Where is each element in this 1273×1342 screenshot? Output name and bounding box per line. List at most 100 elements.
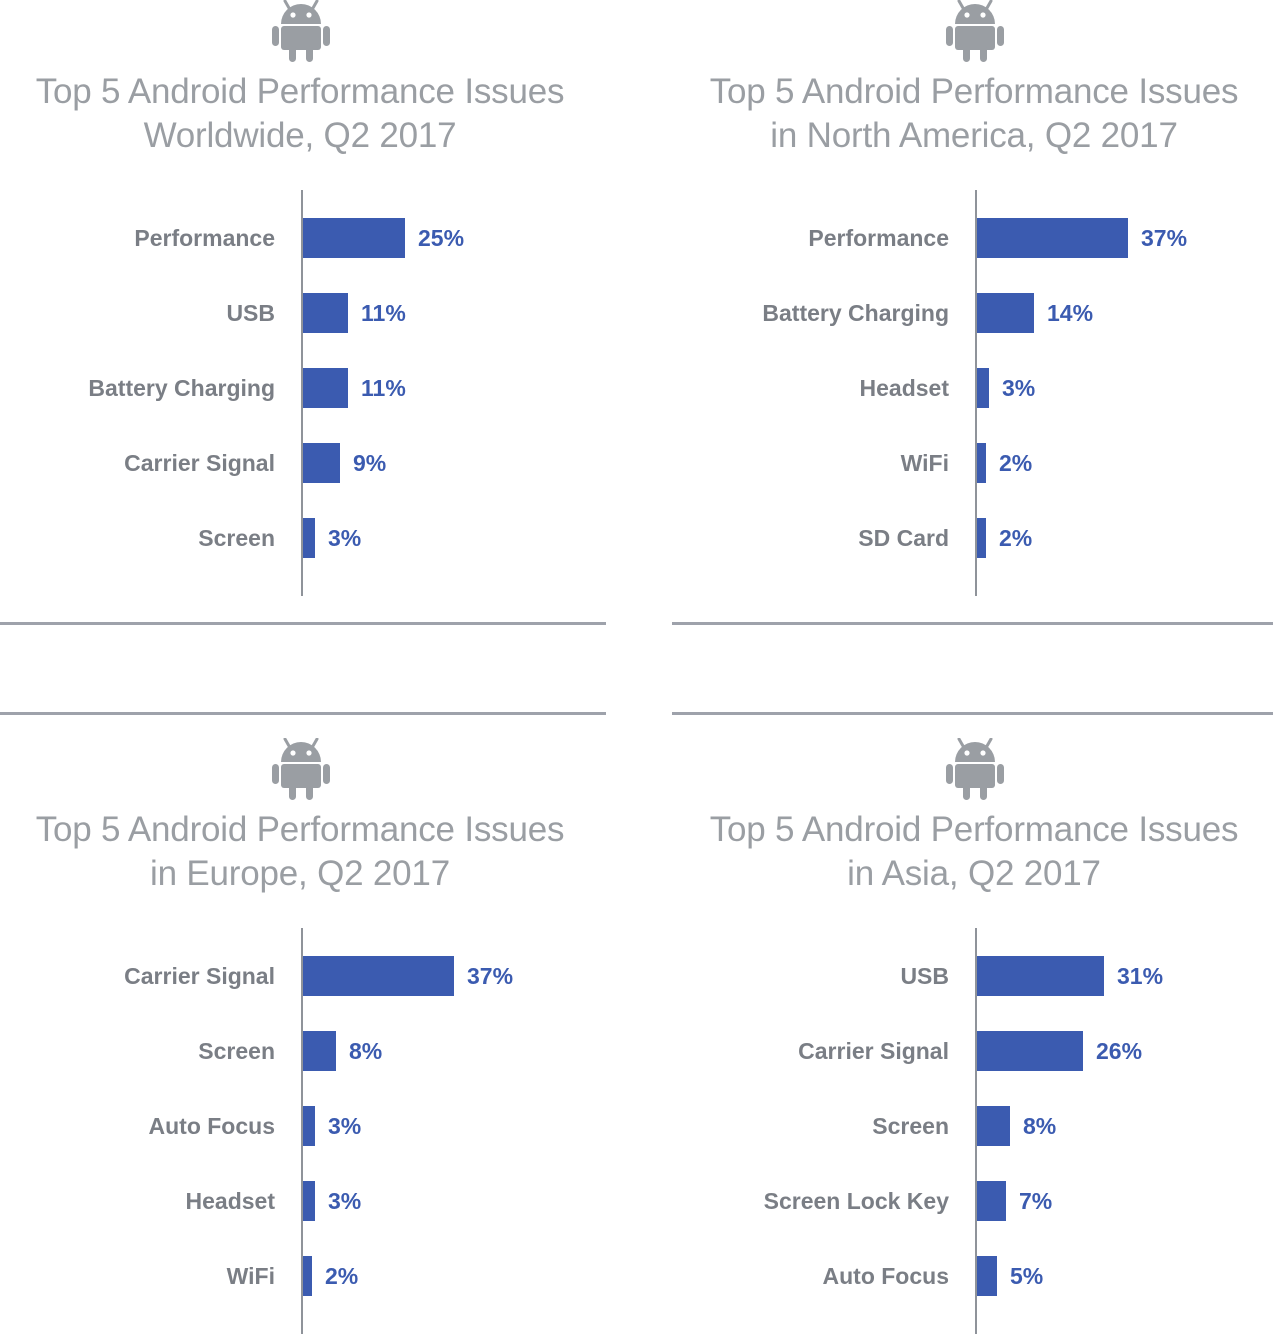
- chart-title: Top 5 Android Performance Issues in North…: [674, 70, 1273, 158]
- bar: [303, 218, 405, 258]
- y-axis-line: [975, 190, 977, 596]
- category-label: WiFi: [226, 1263, 275, 1289]
- category-label: Carrier Signal: [124, 450, 275, 476]
- bar-row: Performance 37%: [674, 218, 1273, 258]
- bar: [977, 368, 989, 408]
- divider-bottom-left: [0, 712, 606, 715]
- bar-row: Battery Charging 14%: [674, 293, 1273, 333]
- category-label: Auto Focus: [148, 1113, 276, 1139]
- chart-title-line: Top 5 Android Performance Issues: [35, 810, 565, 849]
- value-label: 8%: [1023, 1113, 1057, 1139]
- category-label: USB: [900, 963, 949, 989]
- y-axis-line: [301, 928, 303, 1334]
- divider-bottom-right: [672, 712, 1273, 715]
- bar: [977, 218, 1128, 258]
- bar: [977, 1256, 997, 1296]
- value-label: 37%: [1141, 225, 1188, 251]
- value-label: 8%: [349, 1038, 383, 1064]
- bar: [977, 956, 1104, 996]
- value-label: 14%: [1047, 300, 1094, 326]
- bar-row: SD Card 2%: [674, 518, 1273, 558]
- bar-row: Auto Focus 5%: [674, 1256, 1273, 1296]
- value-label: 7%: [1019, 1188, 1053, 1214]
- chart-title-line: Top 5 Android Performance Issues: [35, 72, 565, 111]
- chart-title-line: Worldwide, Q2 2017: [143, 116, 457, 155]
- bar-row: Carrier Signal 26%: [674, 1031, 1273, 1071]
- category-label: Screen: [872, 1113, 949, 1139]
- bar-plot: USB 31% Carrier Signal 26% Screen 8% Screen Lo…: [674, 928, 1273, 1334]
- category-label: USB: [226, 300, 275, 326]
- bar-plot: Performance 25% USB 11% Battery Charging 11% C…: [0, 190, 600, 596]
- bar: [303, 1106, 315, 1146]
- category-label: Screen Lock Key: [763, 1188, 949, 1214]
- value-label: 37%: [467, 963, 514, 989]
- android-robot-icon: [272, 737, 330, 805]
- bar-row: Headset 3%: [0, 1181, 600, 1221]
- value-label: 11%: [361, 300, 406, 326]
- bar-row: Screen 8%: [0, 1031, 600, 1071]
- bar-plot: Performance 37% Battery Charging 14% Headset…: [674, 190, 1273, 596]
- chart-title: Top 5 Android Performance Issues in Europ…: [0, 808, 600, 896]
- bar: [303, 1031, 336, 1071]
- bar-row: WiFi 2%: [674, 443, 1273, 483]
- bar: [303, 443, 340, 483]
- bar: [303, 518, 315, 558]
- bar-row: Screen Lock Key 7%: [674, 1181, 1273, 1221]
- category-label: Headset: [859, 375, 949, 401]
- y-axis-line: [975, 928, 977, 1334]
- bar-row: Performance 25%: [0, 218, 600, 258]
- value-label: 25%: [418, 225, 465, 251]
- bar: [303, 956, 454, 996]
- bar-row: USB 11%: [0, 293, 600, 333]
- android-robot-icon: [946, 737, 1004, 805]
- bar: [977, 1031, 1083, 1071]
- android-robot-icon: [946, 0, 1004, 67]
- chart-title-line: Top 5 Android Performance Issues: [709, 72, 1239, 111]
- chart-panel-europe: Top 5 Android Performance Issues in Europ…: [0, 737, 600, 1338]
- category-label: Battery Charging: [762, 300, 949, 326]
- chart-panel-asia: Top 5 Android Performance Issues in Asia,…: [674, 737, 1273, 1338]
- bar-row: WiFi 2%: [0, 1256, 600, 1296]
- value-label: 3%: [328, 1188, 362, 1214]
- value-label: 3%: [328, 525, 362, 551]
- android-robot-icon: [272, 0, 330, 67]
- value-label: 2%: [999, 525, 1033, 551]
- bar-row: Screen 8%: [674, 1106, 1273, 1146]
- chart-title-line: in Europe, Q2 2017: [150, 854, 450, 893]
- chart-title-line: in North America, Q2 2017: [770, 116, 1178, 155]
- chart-title-line: Top 5 Android Performance Issues: [709, 810, 1239, 849]
- chart-title: Top 5 Android Performance Issues Worldwid…: [0, 70, 600, 158]
- chart-title: Top 5 Android Performance Issues in Asia,…: [674, 808, 1273, 896]
- value-label: 9%: [353, 450, 387, 476]
- chart-title-line: in Asia, Q2 2017: [847, 854, 1101, 893]
- bar-row: Screen 3%: [0, 518, 600, 558]
- value-label: 3%: [328, 1113, 362, 1139]
- bar: [977, 293, 1034, 333]
- value-label: 26%: [1096, 1038, 1143, 1064]
- chart-panel-north-america: Top 5 Android Performance Issues in North…: [674, 0, 1273, 600]
- bar: [303, 1181, 315, 1221]
- bar: [977, 518, 986, 558]
- divider-top-right: [672, 622, 1273, 625]
- bar: [977, 1181, 1006, 1221]
- value-label: 31%: [1117, 963, 1164, 989]
- category-label: Carrier Signal: [124, 963, 275, 989]
- y-axis-line: [301, 190, 303, 596]
- category-label: Auto Focus: [822, 1263, 950, 1289]
- category-label: Screen: [198, 525, 275, 551]
- bar: [977, 1106, 1010, 1146]
- category-label: WiFi: [900, 450, 949, 476]
- category-label: Performance: [134, 225, 275, 251]
- chart-panel-worldwide: Top 5 Android Performance Issues Worldwid…: [0, 0, 600, 600]
- bar: [303, 368, 348, 408]
- bar-row: Battery Charging 11%: [0, 368, 600, 408]
- value-label: 5%: [1010, 1263, 1044, 1289]
- bar: [303, 293, 348, 333]
- category-label: Carrier Signal: [798, 1038, 949, 1064]
- category-label: Performance: [808, 225, 949, 251]
- bar-row: Auto Focus 3%: [0, 1106, 600, 1146]
- bar-row: Carrier Signal 9%: [0, 443, 600, 483]
- bar-plot: Carrier Signal 37% Screen 8% Auto Focus 3% Hea…: [0, 928, 600, 1334]
- divider-top-left: [0, 622, 606, 625]
- category-label: Headset: [185, 1188, 275, 1214]
